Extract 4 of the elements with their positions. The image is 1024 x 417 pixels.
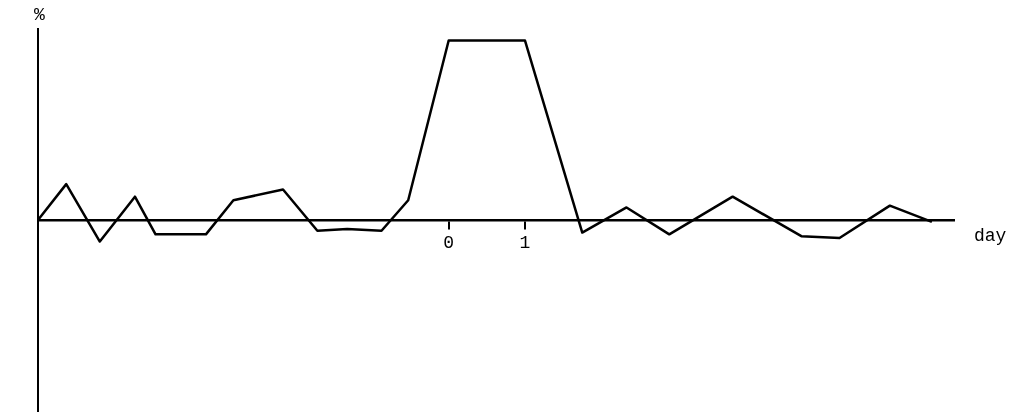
y-axis-title: % (34, 4, 45, 25)
x-axis-title: day (974, 225, 1007, 246)
x-tick-label: 0 (443, 232, 455, 253)
x-tick-label: 1 (519, 232, 531, 253)
